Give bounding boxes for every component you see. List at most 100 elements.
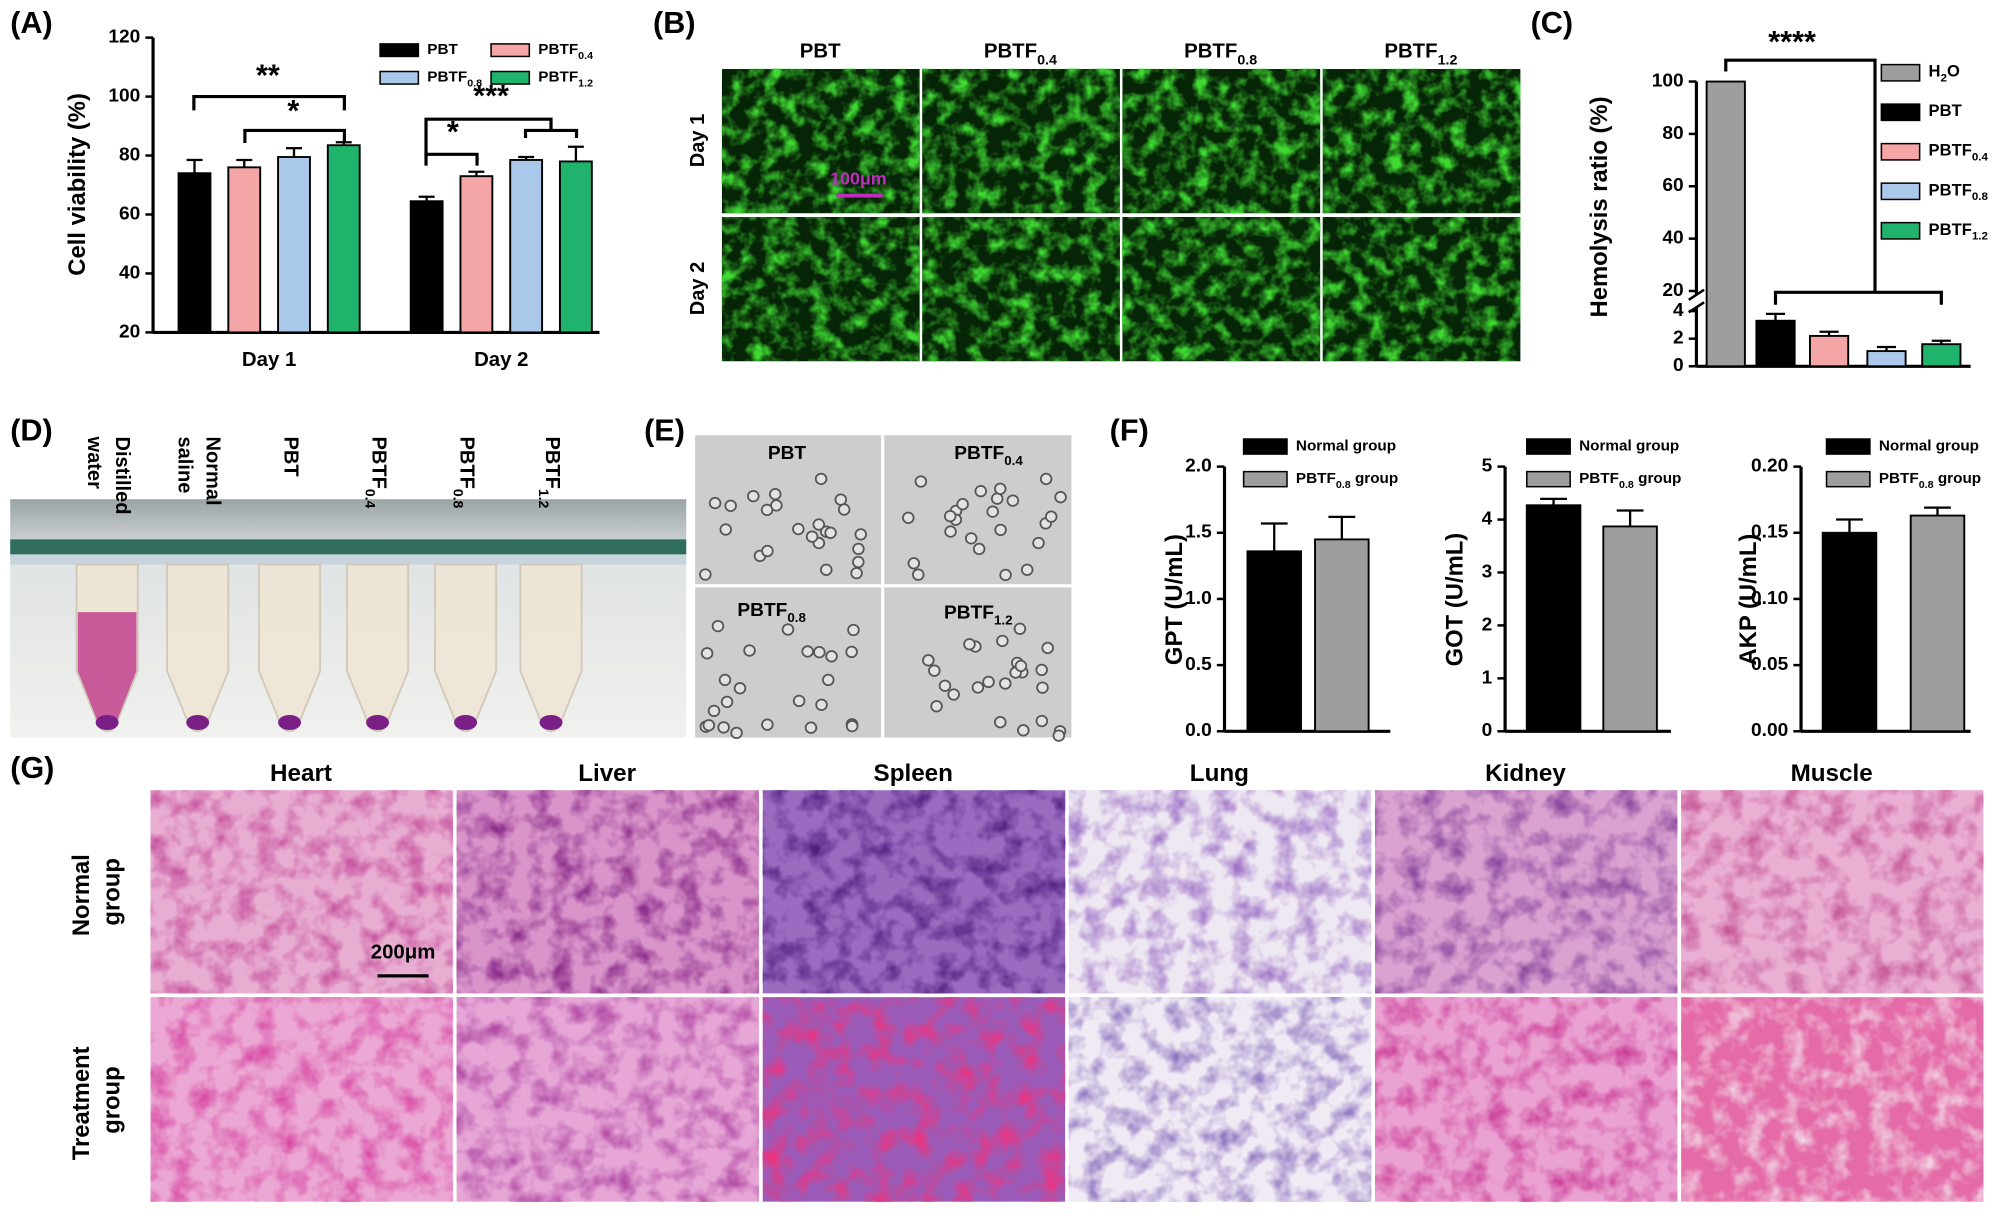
text-part: 0.4 xyxy=(1037,52,1057,68)
text-part: 0.5 xyxy=(1185,654,1212,675)
blood-cell xyxy=(804,721,818,734)
y-axis-label: Hemolysis ratio (%) xyxy=(1586,96,1613,317)
text-part: Day 2 xyxy=(687,262,709,315)
y-tick-label: 0 xyxy=(1482,720,1493,741)
text-part: (A) xyxy=(10,7,52,40)
text-part: 0.8 xyxy=(1919,479,1934,491)
blood-cell xyxy=(1035,714,1049,728)
y-tick-label: 0.10 xyxy=(1751,588,1788,609)
y-axis-label: GOT (U/mL) xyxy=(1442,533,1469,667)
bar xyxy=(326,144,361,334)
text-part: 2.0 xyxy=(1185,456,1212,477)
blood-cell xyxy=(914,475,928,488)
y-tick-label: 40 xyxy=(1662,228,1683,249)
text-part: Hemolysis ratio (%) xyxy=(1586,96,1613,317)
text-part: 20 xyxy=(119,322,140,343)
text-part: PBTF xyxy=(737,600,787,621)
blood-cell xyxy=(922,654,935,667)
cell-pellet xyxy=(539,714,563,731)
legend-label: PBTF0.4 xyxy=(538,41,593,62)
legend-label: PBTF0.8 xyxy=(1929,182,1989,204)
y-tick-label: 2 xyxy=(1673,328,1684,349)
y-tick-label: 60 xyxy=(1662,175,1683,196)
image-texture xyxy=(1681,997,1984,1202)
legend-swatch xyxy=(379,43,420,58)
blood-cell xyxy=(852,555,865,569)
y-tick-label: 80 xyxy=(1662,123,1683,144)
y-axis-label: GPT (U/mL) xyxy=(1161,534,1188,665)
text-part: 80 xyxy=(119,145,140,166)
legend-label: Normal group xyxy=(1879,438,1979,455)
blood-cell xyxy=(930,700,943,713)
text-part: 0.8 xyxy=(1972,191,1989,203)
blood-cell xyxy=(724,499,737,512)
blood-cell xyxy=(938,679,952,692)
significance-bracket xyxy=(192,95,346,111)
blood-cell xyxy=(1014,659,1028,673)
text-part: PBT xyxy=(768,443,807,464)
blood-cell xyxy=(854,528,868,541)
text-part: 0.8 xyxy=(450,489,466,509)
tube-label: PBT xyxy=(279,437,301,478)
text-part: PBT xyxy=(427,41,458,58)
text-part: PBTF xyxy=(954,443,1004,464)
column-label: PBTF0.8 xyxy=(1184,41,1257,68)
text-part: 3 xyxy=(1482,562,1493,583)
legend-label: PBTF0.8 group xyxy=(1296,470,1398,491)
legend-swatch xyxy=(490,43,531,58)
blood-cell xyxy=(1044,510,1058,523)
cell-pellet xyxy=(366,714,390,731)
blood-cell xyxy=(999,677,1012,690)
blood-cell xyxy=(852,542,865,556)
blood-cell xyxy=(801,645,814,658)
bar xyxy=(459,175,494,334)
text-part: Heart xyxy=(270,761,332,788)
blood-cell xyxy=(730,726,743,739)
text-part: 4 xyxy=(1482,509,1493,530)
text-part: PBT xyxy=(800,41,841,63)
column-label: Spleen xyxy=(874,761,953,788)
blood-cell xyxy=(761,718,774,731)
text-part: PBTF xyxy=(538,41,578,58)
blood-cell xyxy=(971,681,985,694)
blood-cell xyxy=(718,673,732,687)
bar xyxy=(227,166,262,334)
column-label: PBTF1.2 xyxy=(1384,41,1457,68)
text-part: 0.15 xyxy=(1751,522,1789,543)
text-part: PBTF xyxy=(944,602,994,623)
text-part: Normal group xyxy=(1296,438,1396,455)
image-texture xyxy=(922,68,1120,214)
scale-bar-label: 200μm xyxy=(371,942,436,964)
image-texture xyxy=(1375,997,1678,1202)
blood-cell xyxy=(947,688,960,701)
blood-cell xyxy=(812,518,826,531)
column-label: Heart xyxy=(270,761,332,788)
scale-bar-label: 100μm xyxy=(830,168,887,188)
image-texture xyxy=(1681,790,1984,994)
image-texture xyxy=(1068,997,1372,1202)
significance-bracket xyxy=(424,152,479,166)
text-part: PBTF xyxy=(1384,41,1437,63)
text-part: 40 xyxy=(119,263,140,284)
text-part: 100μm xyxy=(830,168,887,188)
significance-label: ** xyxy=(256,60,280,93)
text-part: 0.4 xyxy=(362,489,378,509)
bar xyxy=(1755,319,1796,368)
text-part: O xyxy=(1947,63,1960,81)
text-part: 1.2 xyxy=(994,612,1013,627)
text-part: PBTF xyxy=(1929,182,1972,200)
bar xyxy=(509,159,544,334)
bar xyxy=(277,156,311,334)
y-tick-label: 1 xyxy=(1482,667,1493,688)
text-part: 100 xyxy=(108,86,140,107)
text-part: Day 1 xyxy=(687,114,709,167)
blood-cell xyxy=(814,472,828,485)
significance-label: * xyxy=(447,116,459,149)
text-part: saline xyxy=(173,437,195,494)
y-tick-label: 20 xyxy=(1662,280,1683,301)
y-tick-label: 2 xyxy=(1482,615,1493,636)
column-label: Kidney xyxy=(1485,761,1566,788)
text-part: group xyxy=(99,1066,126,1133)
text-part: 0 xyxy=(1482,720,1493,741)
